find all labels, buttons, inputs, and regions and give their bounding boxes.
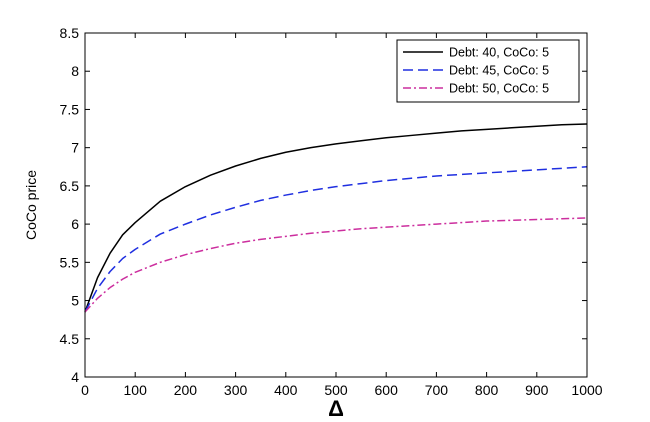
x-tick-label: 600 [375,382,399,398]
y-tick-label: 4.5 [60,331,80,347]
x-tick-label: 900 [525,382,549,398]
x-tick-label: 0 [81,382,89,398]
x-tick-label: 300 [224,382,248,398]
legend-box [396,39,580,103]
y-tick-label: 5 [71,293,79,309]
legend: Debt: 40, CoCo: 5 Debt: 45, CoCo: 5 Debt: … [396,39,580,103]
y-tick-label: 6 [71,216,79,232]
x-tick-label: 400 [274,382,298,398]
y-tick-label: 7.5 [60,101,80,117]
legend-label-3: Debt: 50, CoCo: 5 [449,82,549,96]
x-tick-label: 1000 [571,382,602,398]
x-tick-label: 700 [425,382,449,398]
series-line-1 [84,123,588,313]
plot-frame [84,32,588,378]
ticks-layer: 0 100 200 300 400 500 600 700 800 900 1000 4 4.5 5 5.5… [60,25,603,398]
x-tick-label: 800 [475,382,499,398]
series-line-3 [84,217,588,313]
x-tick-label: 500 [324,382,348,398]
y-tick-label: 8 [71,63,79,79]
y-tick-label: 4 [71,369,79,385]
y-tick-label: 7 [71,140,79,156]
series-layer [84,123,588,313]
y-tick-label: 6.5 [60,178,80,194]
legend-label-1: Debt: 40, CoCo: 5 [449,46,549,60]
y-tick-label: 5.5 [60,254,80,270]
x-tick-label: 200 [174,382,198,398]
x-axis-label: Δ [328,396,344,421]
x-tick-label: 100 [124,382,148,398]
series-line-2 [84,166,588,313]
y-axis-label: CoCo price [23,170,39,240]
y-tick-label: 8.5 [60,25,80,41]
legend-label-2: Debt: 45, CoCo: 5 [449,64,549,78]
